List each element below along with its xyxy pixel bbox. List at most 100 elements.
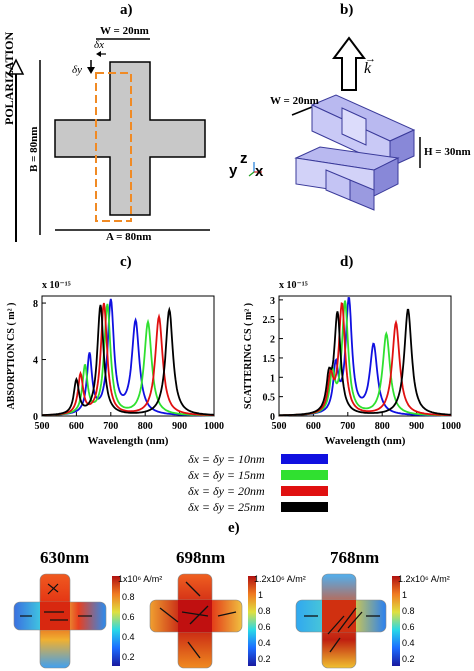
x-tick-label: 600 bbox=[69, 421, 84, 432]
legend-entry: δx = δy = 25nm bbox=[188, 499, 328, 515]
absorption-chart: 500 600 700 800 900 1000 0 4 8 Wavelength (nm) ABS… bbox=[6, 280, 224, 447]
chart-legend: δx = δy = 10nm δx = δy = 15nm δx = δy = … bbox=[188, 451, 328, 515]
x-tick-label: 600 bbox=[306, 421, 321, 432]
colorbar-tick: 0.6 bbox=[122, 612, 135, 622]
colorbar-tick: 0.2 bbox=[122, 652, 135, 662]
colorbar-tick: 0.2 bbox=[258, 654, 271, 664]
colorbar-tick: 0.4 bbox=[122, 632, 135, 642]
panel-b-w-label: W = 20nm bbox=[270, 95, 319, 107]
field-map-630 bbox=[13, 573, 107, 669]
series-line bbox=[279, 302, 451, 417]
colorbar-tick: 1 bbox=[402, 590, 408, 600]
colorbar bbox=[112, 576, 120, 666]
axis-y-label: y bbox=[229, 162, 238, 179]
x-tick-label: 800 bbox=[375, 421, 390, 432]
polarization-label: POLARIZATION bbox=[2, 31, 16, 125]
colorbar-tick: 0.4 bbox=[258, 638, 271, 648]
y-tick-label: 1.5 bbox=[263, 354, 276, 365]
y-tick-label: 3 bbox=[270, 296, 275, 307]
x-axis-label: Wavelength (nm) bbox=[325, 435, 406, 447]
colorbar bbox=[392, 576, 400, 666]
x-tick-label: 700 bbox=[103, 421, 118, 432]
series-line bbox=[278, 300, 451, 417]
x-tick-label: 800 bbox=[138, 421, 153, 432]
y-tick-label: 2.5 bbox=[263, 315, 276, 326]
series-line bbox=[42, 298, 214, 417]
panel-b-h-label: H = 30nm bbox=[424, 146, 471, 158]
colorbar-max-label: 1.2x10⁶ A/m² bbox=[398, 574, 450, 584]
colorbar-tick: 0.8 bbox=[258, 606, 271, 616]
series-line bbox=[279, 308, 451, 417]
x-tick-label: 500 bbox=[272, 421, 287, 432]
scattering-chart: 500 600 700 800 900 1000 0 0.5 1 1.5 2 2.5 3 Waveleng… bbox=[243, 280, 461, 447]
y-tick-label: 1 bbox=[270, 373, 275, 384]
legend-entry-label: δx = δy = 10nm bbox=[188, 451, 265, 466]
y-axis-label: SCATTERING CS ( m² ) bbox=[243, 303, 254, 409]
axis-exponent-label: x 10⁻¹⁵ bbox=[42, 280, 71, 291]
x-tick-label: 900 bbox=[409, 421, 424, 432]
colorbar-tick: 0.8 bbox=[402, 606, 415, 616]
legend-entry-label: δx = δy = 25nm bbox=[188, 499, 265, 514]
colorbar-tick: 1 bbox=[258, 590, 264, 600]
x-tick-label: 1000 bbox=[441, 421, 461, 432]
axis-z-label: z bbox=[240, 150, 248, 167]
y-tick-label: 0 bbox=[33, 412, 38, 423]
panel-a-diagram bbox=[7, 38, 210, 242]
panel-a-w-label: W = 20nm bbox=[100, 25, 149, 37]
series-line bbox=[42, 303, 214, 417]
panel-c-label: c) bbox=[120, 254, 132, 270]
panel-a-b-label: B = 80nm bbox=[28, 126, 40, 172]
plot-frame bbox=[41, 295, 215, 417]
legend-swatch bbox=[280, 502, 328, 512]
colorbar-tick: 0.4 bbox=[402, 638, 415, 648]
x-axis-label: Wavelength (nm) bbox=[88, 435, 169, 447]
colorbar bbox=[248, 576, 256, 666]
legend-entry: δx = δy = 20nm bbox=[188, 483, 328, 499]
panel-b-diagram bbox=[248, 36, 421, 211]
x-tick-label: 900 bbox=[172, 421, 187, 432]
x-tick-label: 500 bbox=[35, 421, 50, 432]
panel-b-label: b) bbox=[340, 2, 354, 18]
axis-exponent-label: x 10⁻¹⁵ bbox=[279, 280, 308, 291]
plot-frame bbox=[278, 295, 452, 417]
legend-entry-label: δx = δy = 20nm bbox=[188, 483, 265, 498]
panel-a-a-label: A = 80nm bbox=[106, 231, 152, 243]
legend-entry: δx = δy = 15nm bbox=[188, 467, 328, 483]
k-vector-arrow-icon: → bbox=[365, 53, 376, 65]
y-axis-label: ABSORPTION CS ( m² ) bbox=[6, 303, 17, 410]
field-maps bbox=[13, 573, 400, 669]
colorbar-max-label: 1.2x10⁶ A/m² bbox=[254, 574, 306, 584]
delta-y-label: δy bbox=[72, 64, 82, 76]
field-map-title: 630nm bbox=[40, 548, 90, 567]
colorbar-tick: 0.6 bbox=[258, 622, 271, 632]
panel-e-label: e) bbox=[228, 520, 240, 536]
panel-a-label: a) bbox=[120, 2, 133, 18]
y-tick-label: 2 bbox=[270, 335, 275, 346]
legend-entry-label: δx = δy = 15nm bbox=[188, 467, 265, 482]
y-tick-label: 0.5 bbox=[263, 393, 276, 404]
x-tick-label: 700 bbox=[340, 421, 355, 432]
series-line bbox=[42, 302, 214, 417]
axis-x-label: x bbox=[255, 163, 264, 180]
y-tick-label: 0 bbox=[270, 412, 275, 423]
legend-entry: δx = δy = 10nm bbox=[188, 451, 328, 467]
y-tick-label: 4 bbox=[33, 356, 38, 367]
colorbar-tick: 0.6 bbox=[402, 622, 415, 632]
field-map-title: 698nm bbox=[176, 548, 226, 567]
legend-swatch bbox=[280, 454, 328, 464]
delta-x-label: δx bbox=[94, 39, 104, 51]
legend-swatch bbox=[280, 470, 328, 480]
legend-swatch bbox=[280, 486, 328, 496]
colorbar-max-label: 1x10⁶ A/m² bbox=[118, 574, 163, 584]
series-line bbox=[42, 304, 214, 416]
panel-d-label: d) bbox=[340, 254, 354, 270]
field-map-698 bbox=[149, 573, 243, 669]
field-map-768 bbox=[295, 573, 387, 669]
series-line bbox=[279, 296, 451, 417]
x-tick-label: 1000 bbox=[204, 421, 224, 432]
colorbar-tick: 0.8 bbox=[122, 592, 135, 602]
k-vector-label: k bbox=[364, 60, 372, 77]
colorbar-tick: 0.2 bbox=[402, 654, 415, 664]
y-tick-label: 8 bbox=[33, 299, 38, 310]
field-map-title: 768nm bbox=[330, 548, 380, 567]
